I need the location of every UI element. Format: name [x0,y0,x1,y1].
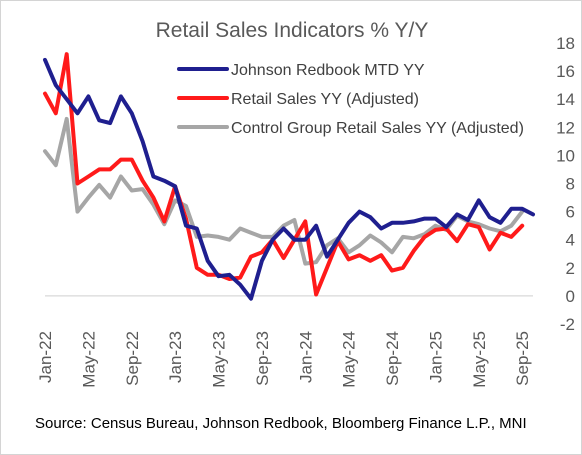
x-tick-label: Sep-22 [123,331,142,386]
x-tick-label: May-22 [79,331,98,388]
y-tick-label: 18 [556,34,575,53]
chart-title: Retail Sales Indicators % Y/Y [155,19,429,42]
series-line-2 [43,52,525,297]
x-tick-label: Sep-23 [253,331,272,386]
x-tick-label: Sep-24 [383,331,402,386]
y-tick-label: -2 [560,315,575,334]
y-tick-label: 16 [556,62,575,81]
x-tick-label: May-24 [340,331,359,388]
x-tick-label: Jan-25 [426,331,445,383]
y-tick-label: 2 [566,259,575,278]
x-tick-label: Jan-24 [296,331,315,383]
legend-label: Control Group Retail Sales YY (Adjusted) [231,120,524,137]
y-tick-label: 8 [566,175,575,194]
series-line-3 [43,116,525,266]
y-tick-label: 4 [566,231,575,250]
x-tick-label: Jan-23 [166,331,185,383]
legend-label: Johnson Redbook MTD YY [231,62,425,79]
y-tick-label: 6 [566,203,575,222]
x-tick-label: May-25 [470,331,489,388]
y-tick-label: 12 [556,118,575,137]
series-line-1 [43,57,535,301]
source-note: Source: Census Bureau, Johnson Redbook, … [35,415,527,432]
y-tick-label: 10 [556,146,575,165]
x-tick-label: Sep-25 [513,331,532,386]
x-tick-label: May-23 [210,331,229,388]
x-tick-label: Jan-22 [36,331,55,383]
legend-label: Retail Sales YY (Adjusted) [231,91,419,108]
y-tick-label: 0 [566,287,575,306]
y-tick-label: 14 [556,90,575,109]
